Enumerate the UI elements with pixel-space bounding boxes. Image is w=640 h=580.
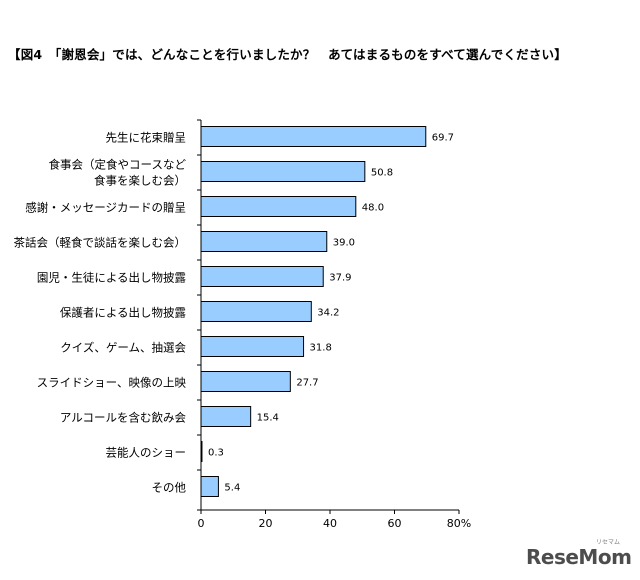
category-label: アルコールを含む飲み会 (60, 411, 187, 425)
bar (200, 476, 219, 497)
data-label: 27.7 (296, 378, 318, 389)
bar (200, 126, 427, 147)
category-label: 感謝・メッセージカードの贈呈 (25, 201, 186, 215)
bar (200, 406, 252, 427)
category-label: スライドショー、映像の上映 (37, 376, 187, 390)
chart-title: 【図4 「謝恩会」では、どんなことを行いましたか？ あてはまるものをすべて選んで… (8, 47, 567, 62)
x-tick-label: 0 (198, 517, 205, 530)
x-tick-label: 40 (323, 517, 337, 530)
resemom-logo: ReseMom (526, 545, 632, 569)
data-label: 39.0 (333, 238, 355, 249)
bar (200, 336, 305, 357)
x-tick-label: 80% (447, 517, 471, 530)
x-tick-label: 60 (388, 517, 402, 530)
category-label: 保護者による出し物披露 (60, 306, 187, 320)
category-label: 先生に花束贈呈 (106, 131, 187, 145)
data-label: 37.9 (329, 273, 351, 284)
bar (200, 161, 366, 182)
category-label: 園児・生徒による出し物披露 (37, 271, 187, 285)
data-label: 31.8 (310, 343, 332, 354)
x-tick-label: 20 (259, 517, 273, 530)
data-label: 0.3 (208, 448, 224, 459)
category-label: 食事会（定食やコースなど (49, 158, 187, 172)
data-label: 15.4 (257, 413, 279, 424)
category-label: 茶話会（軽食で談話を楽しむ会） (14, 236, 187, 250)
bar (200, 301, 312, 322)
category-label: 芸能人のショー (106, 446, 187, 460)
data-label: 69.7 (432, 133, 454, 144)
bar (200, 371, 291, 392)
data-label: 48.0 (362, 203, 384, 214)
data-label: 5.4 (224, 483, 240, 494)
category-label: その他 (152, 481, 187, 495)
category-label: 食事を楽しむ会） (94, 174, 186, 188)
bar (200, 196, 357, 217)
bar (200, 266, 324, 287)
data-label: 50.8 (371, 168, 393, 179)
category-label: クイズ、ゲーム、抽選会 (60, 341, 186, 355)
resemom-logo-ruby: リセマム (596, 539, 621, 546)
bar (200, 231, 328, 252)
data-label: 34.2 (317, 308, 339, 319)
